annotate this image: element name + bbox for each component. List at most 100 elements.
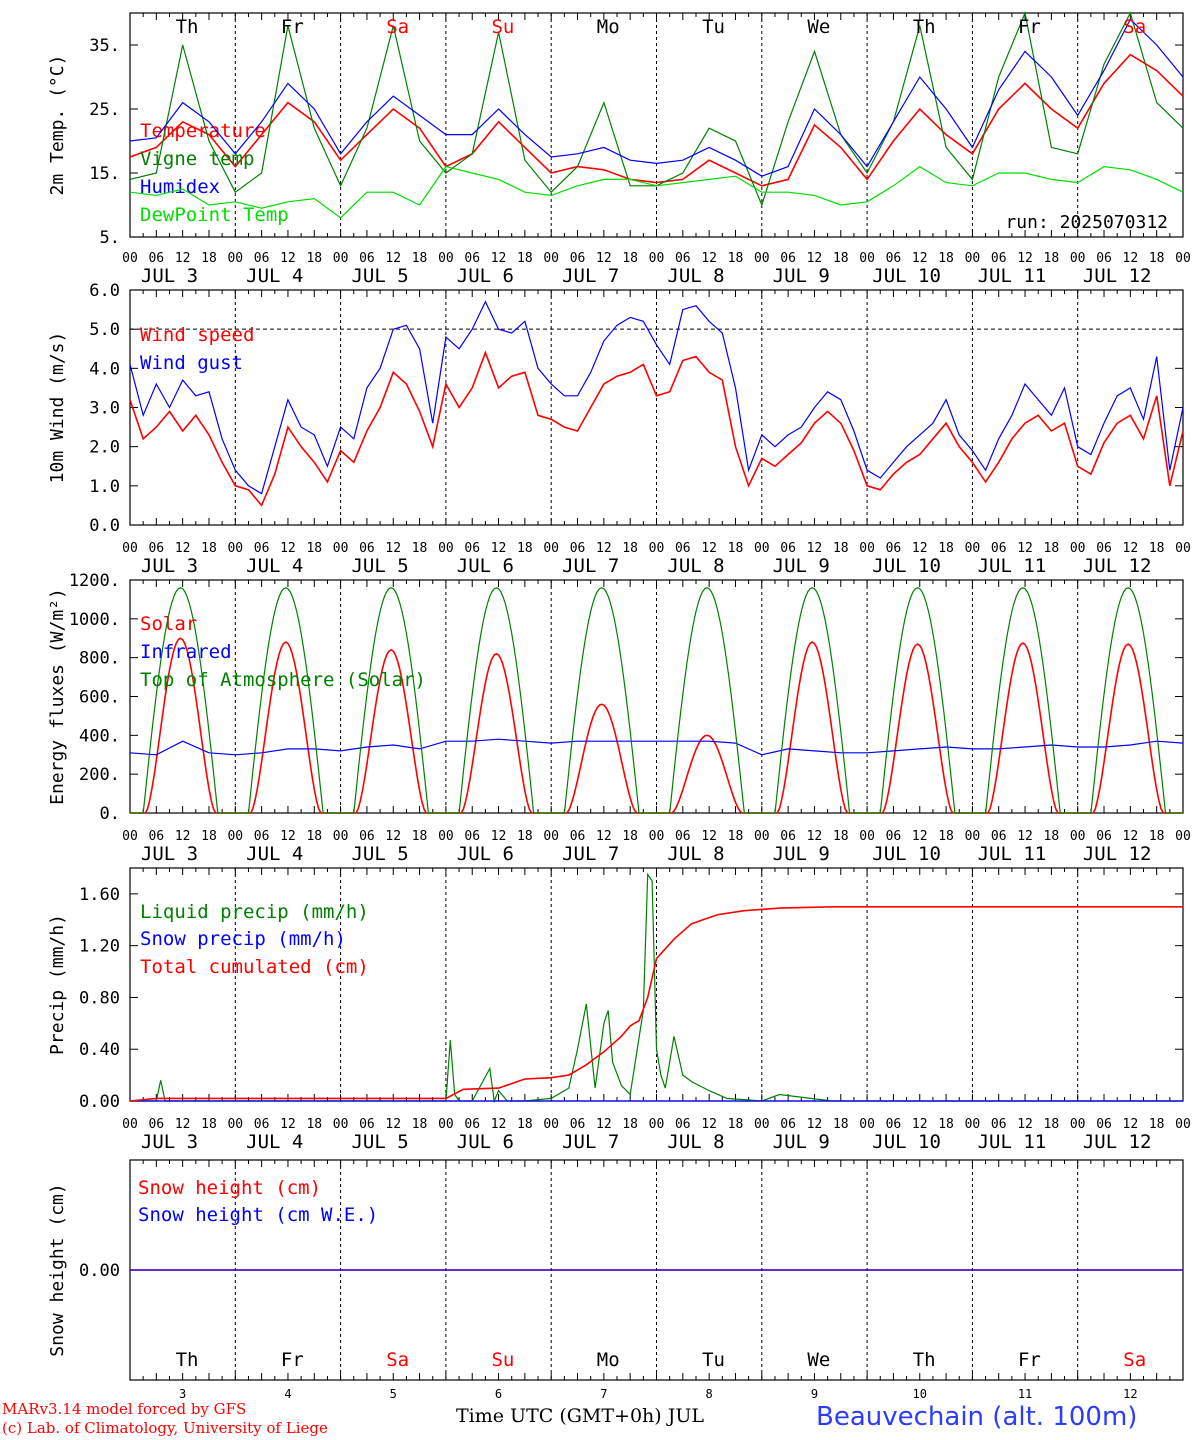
hour-label: 06: [1096, 251, 1112, 266]
date-label: JUL 10: [872, 1131, 941, 1153]
y-tick-label: 0.80: [79, 988, 120, 1008]
hour-label: 00: [754, 1117, 770, 1132]
hour-label: 00: [649, 829, 665, 844]
hour-label: 18: [412, 541, 428, 556]
hour-label: 00: [649, 1117, 665, 1132]
y-axis-label: Precip (mm/h): [47, 914, 68, 1055]
date-label: JUL 4: [246, 265, 303, 287]
hour-label: 12: [912, 1117, 928, 1132]
legend-entry: Infrared: [140, 641, 232, 663]
legend-entry: Total cumulated (cm): [140, 956, 369, 978]
date-label: JUL 5: [351, 265, 408, 287]
y-tick-label: 1000.: [69, 610, 120, 630]
y-tick-label: 0.0: [89, 516, 120, 536]
y-axis-label: 2m Temp. (°C): [47, 55, 68, 196]
hour-label: 12: [175, 541, 191, 556]
y-tick-label: 5.: [100, 228, 120, 248]
hour-label: 12: [1123, 251, 1139, 266]
hour-label: 12: [491, 829, 507, 844]
day-name: Th: [913, 16, 936, 38]
date-label: JUL 8: [667, 265, 724, 287]
hour-label: 18: [517, 1117, 533, 1132]
hour-label: 00: [227, 829, 243, 844]
day-name: Tu: [702, 1349, 725, 1371]
hour-label: 06: [464, 251, 480, 266]
date-number: 3: [179, 1387, 186, 1401]
hour-label: 00: [1070, 541, 1086, 556]
hour-label: 18: [622, 541, 638, 556]
hour-label: 00: [227, 1117, 243, 1132]
date-number: 4: [284, 1387, 291, 1401]
hour-label: 18: [728, 1117, 744, 1132]
date-label: JUL 11: [978, 843, 1047, 865]
date-number: 6: [495, 1387, 502, 1401]
hour-label: 18: [938, 541, 954, 556]
hour-label: 00: [1070, 251, 1086, 266]
y-tick-label: 600.: [79, 688, 120, 708]
hour-label: 18: [306, 251, 322, 266]
hour-label: 12: [596, 1117, 612, 1132]
day-name: Mo: [597, 16, 620, 38]
hour-label: 12: [385, 829, 401, 844]
hour-label: 00: [543, 541, 559, 556]
day-name: Th: [176, 1349, 199, 1371]
hour-label: 12: [1017, 541, 1033, 556]
hour-label: 06: [570, 251, 586, 266]
hour-label: 12: [280, 541, 296, 556]
hour-label: 18: [1149, 541, 1165, 556]
y-tick-label: 6.0: [89, 281, 120, 301]
day-name: We: [807, 1349, 830, 1371]
hour-label: 12: [1017, 1117, 1033, 1132]
hour-label: 12: [807, 1117, 823, 1132]
date-label: JUL 5: [351, 843, 408, 865]
station-name: Beauvechain (alt. 100m): [816, 1402, 1138, 1432]
hour-label: 12: [1017, 251, 1033, 266]
hour-label: 18: [833, 541, 849, 556]
day-name: Su: [491, 1349, 514, 1371]
hour-label: 18: [201, 829, 217, 844]
date-label: JUL 8: [667, 843, 724, 865]
day-name: Tu: [702, 16, 725, 38]
hour-label: 12: [912, 251, 928, 266]
day-name: Fr: [281, 1349, 304, 1371]
hour-label: 06: [254, 1117, 270, 1132]
date-label: JUL 4: [246, 843, 303, 865]
hour-label: 00: [649, 251, 665, 266]
date-label: JUL 7: [562, 555, 619, 577]
hour-label: 12: [701, 251, 717, 266]
hour-label: 00: [543, 829, 559, 844]
date-label: JUL 7: [562, 265, 619, 287]
date-number: 11: [1018, 1387, 1032, 1401]
hour-label: 06: [359, 541, 375, 556]
hour-label: 06: [464, 541, 480, 556]
y-tick-label: 1200.: [69, 571, 120, 591]
y-tick-label: 35.: [89, 36, 120, 56]
y-tick-label: 5.0: [89, 320, 120, 340]
hour-label: 12: [280, 1117, 296, 1132]
hour-label: 12: [807, 829, 823, 844]
hour-label: 06: [780, 1117, 796, 1132]
hour-label: 00: [333, 829, 349, 844]
hour-label: 12: [491, 251, 507, 266]
hour-label: 06: [570, 829, 586, 844]
hour-label: 18: [728, 829, 744, 844]
hour-label: 00: [754, 829, 770, 844]
day-name: Sa: [386, 16, 409, 38]
hour-label: 00: [227, 541, 243, 556]
hour-label: 00: [859, 251, 875, 266]
hour-label: 00: [438, 251, 454, 266]
y-axis-label: 10m Wind (m/s): [47, 332, 68, 484]
y-tick-label: 0.40: [79, 1040, 120, 1060]
hour-label: 18: [1149, 1117, 1165, 1132]
y-tick-label: 4.0: [89, 359, 120, 379]
date-label: JUL 4: [246, 1131, 303, 1153]
hour-label: 18: [622, 1117, 638, 1132]
model-credit: MARv3.14 model forced by GFS (c) Lab. of…: [2, 1400, 328, 1438]
hour-label: 12: [175, 251, 191, 266]
hour-label: 18: [306, 829, 322, 844]
hour-label: 06: [886, 1117, 902, 1132]
series-line-total-cumulated-cm: [129, 906, 1183, 1102]
date-label: JUL 12: [1083, 265, 1152, 287]
hour-label: 12: [596, 541, 612, 556]
series-line-humidex: [129, 18, 1184, 177]
